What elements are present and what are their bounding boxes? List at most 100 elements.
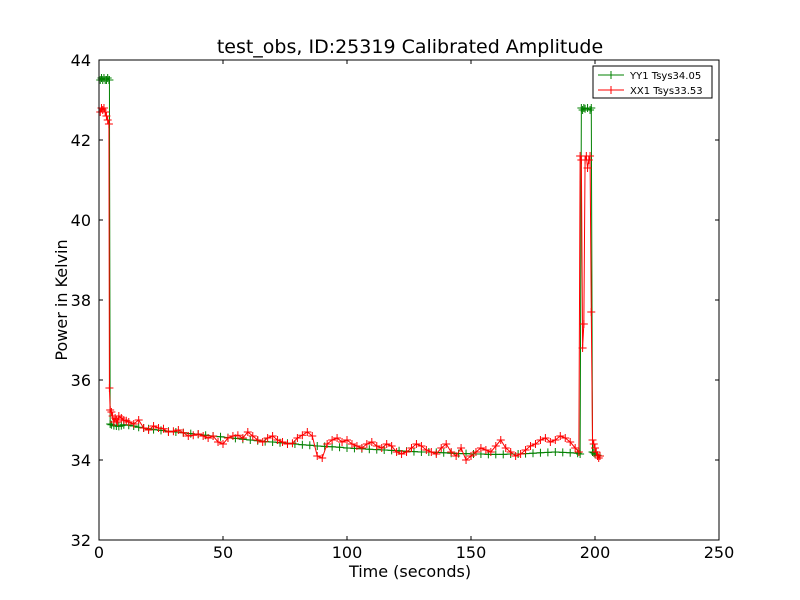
data-point	[357, 444, 366, 452]
data-point	[499, 450, 508, 459]
data-point	[323, 440, 332, 448]
data-point	[154, 424, 163, 432]
legend: YY1 Tsys34.05 XX1 Tsys33.53	[592, 65, 713, 99]
data-point	[223, 434, 232, 442]
data-point	[104, 120, 113, 128]
data-point	[546, 438, 555, 446]
data-point	[377, 444, 386, 452]
y-tick-label: 38	[71, 291, 91, 310]
y-tick-label: 42	[71, 131, 91, 150]
data-point	[238, 434, 247, 442]
legend-swatch-marker	[607, 71, 615, 79]
data-point	[149, 422, 158, 430]
data-point	[283, 440, 292, 448]
data-point	[584, 156, 593, 164]
y-axis-label: Power in Kelvin	[52, 239, 71, 360]
data-point	[566, 448, 575, 457]
data-point	[437, 444, 446, 452]
data-point	[496, 436, 505, 444]
data-point	[511, 452, 520, 460]
data-point	[591, 444, 599, 452]
data-point	[103, 116, 112, 124]
data-point	[588, 436, 597, 444]
data-point	[543, 448, 552, 457]
data-point	[184, 432, 193, 440]
data-point	[209, 432, 218, 440]
data-point	[594, 454, 603, 462]
data-point	[476, 444, 485, 452]
plot-frame	[98, 59, 720, 541]
data-point	[308, 432, 317, 440]
data-point	[367, 438, 376, 446]
data-point	[219, 440, 227, 448]
data-point	[457, 444, 466, 452]
data-point	[526, 442, 535, 450]
data-point	[248, 432, 257, 440]
data-point	[362, 440, 371, 448]
legend-swatch-marker	[607, 86, 615, 94]
data-point	[305, 441, 314, 450]
data-point	[343, 436, 351, 444]
data-point	[107, 408, 116, 416]
data-point	[481, 446, 490, 454]
data-point	[589, 440, 598, 448]
data-point	[293, 434, 302, 442]
data-point	[335, 443, 344, 452]
data-point	[303, 428, 312, 436]
data-point	[228, 432, 237, 440]
data-point	[491, 442, 500, 450]
y-tick-label: 34	[71, 451, 91, 470]
data-point	[521, 446, 530, 454]
data-point	[101, 108, 110, 116]
data-point	[561, 434, 570, 442]
data-point	[387, 442, 396, 450]
data-point	[263, 434, 272, 442]
series-line-0	[99, 77, 601, 457]
data-point	[134, 423, 143, 432]
data-point	[541, 434, 550, 442]
data-point	[467, 452, 475, 460]
data-point	[551, 448, 560, 456]
data-point	[106, 406, 115, 414]
data-point	[159, 424, 168, 433]
data-point	[536, 436, 545, 444]
data-point	[258, 438, 267, 446]
series-line-1	[99, 106, 601, 461]
y-tick-label: 44	[71, 51, 91, 70]
data-point	[531, 440, 540, 448]
data-point	[124, 418, 133, 426]
data-point	[298, 440, 307, 449]
data-point	[144, 426, 153, 434]
data-point	[352, 442, 361, 450]
chart-title: test_obs, ID:25319 Calibrated Amplitude	[217, 36, 603, 58]
data-point	[99, 104, 108, 112]
legend-entry-label: YY1 Tsys34.05	[629, 71, 701, 82]
data-point	[372, 442, 381, 450]
data-point	[578, 344, 587, 352]
data-point	[106, 420, 115, 428]
data-point	[462, 456, 471, 464]
data-point	[328, 436, 337, 444]
y-tick-label: 36	[71, 371, 91, 390]
data-point	[402, 448, 411, 456]
data-point	[447, 448, 456, 456]
data-point	[417, 442, 426, 450]
data-point	[169, 427, 178, 436]
x-tick-label: 250	[704, 543, 735, 562]
x-axis: 0 50 100 150 200 250	[94, 60, 734, 562]
data-point	[164, 428, 173, 436]
data-point	[189, 431, 198, 440]
data-point	[199, 432, 208, 440]
data-point	[273, 436, 282, 444]
x-tick-label: 150	[456, 543, 487, 562]
data-point	[558, 448, 567, 457]
data-point	[452, 452, 461, 460]
data-point	[397, 450, 406, 458]
data-point	[571, 444, 580, 452]
data-point	[501, 444, 510, 452]
data-point	[333, 434, 342, 442]
data-point	[471, 448, 480, 456]
data-point	[318, 454, 327, 462]
data-point	[587, 308, 596, 316]
